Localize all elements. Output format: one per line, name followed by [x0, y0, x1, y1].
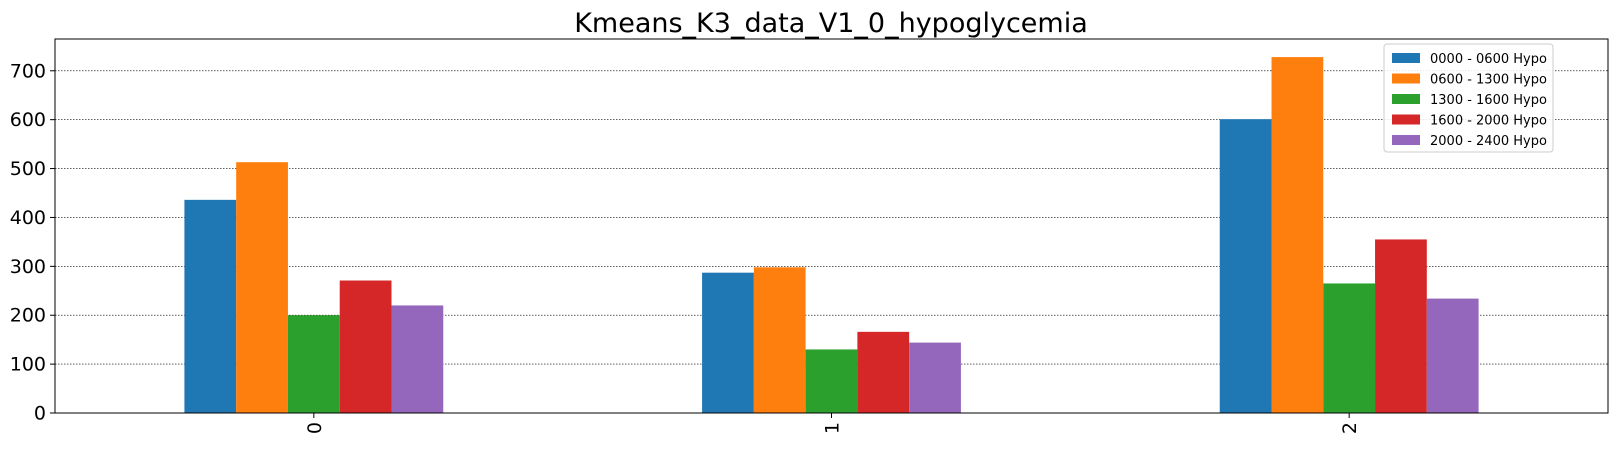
bar — [1323, 283, 1376, 413]
bar — [287, 315, 340, 413]
y-tick-label: 300 — [10, 256, 46, 278]
legend-swatch — [1392, 53, 1420, 63]
chart-title: Kmeans_K3_data_V1_0_hypoglycemia — [574, 8, 1088, 39]
y-tick-label: 700 — [10, 60, 46, 82]
legend-label: 1600 - 2000 Hypo — [1430, 114, 1547, 129]
legend-label: 1300 - 1600 Hypo — [1430, 93, 1547, 108]
bar — [1219, 119, 1272, 413]
legend-swatch — [1392, 94, 1420, 104]
bar — [236, 162, 288, 413]
y-axis: 0 100 200 300 400 500 600 700 — [10, 60, 55, 425]
y-tick-label: 200 — [10, 305, 46, 327]
legend-label: 0600 - 1300 Hypo — [1430, 73, 1547, 88]
y-tick-label: 600 — [10, 109, 46, 131]
bar — [1426, 298, 1479, 413]
bar — [1271, 57, 1324, 413]
legend-swatch — [1392, 114, 1420, 125]
bar — [1375, 239, 1427, 413]
legend-swatch — [1392, 73, 1420, 84]
bar — [184, 199, 237, 413]
y-tick-label: 500 — [10, 158, 46, 180]
x-tick-label: 2 — [1339, 422, 1361, 434]
y-tick-label: 0 — [34, 403, 46, 425]
bar — [339, 280, 392, 413]
y-tick-label: 400 — [10, 207, 46, 229]
legend-swatch — [1392, 135, 1420, 145]
y-tick-label: 100 — [10, 354, 46, 376]
bar — [909, 342, 961, 413]
x-axis: 0 1 2 — [304, 413, 1361, 434]
bar — [805, 349, 858, 413]
bar — [753, 267, 806, 413]
legend-box — [1383, 43, 1554, 153]
legend-label: 0000 - 0600 Hypo — [1430, 52, 1547, 67]
bars-layer — [184, 57, 1479, 413]
bar — [857, 331, 910, 413]
bar — [391, 305, 444, 413]
legend: 0000 - 0600 Hypo 0600 - 1300 Hypo 1300 - 1… — [1383, 43, 1554, 153]
bar — [702, 272, 754, 413]
x-tick-label: 0 — [304, 422, 326, 434]
x-tick-label: 1 — [822, 422, 844, 434]
legend-label: 2000 - 2400 Hypo — [1430, 134, 1547, 149]
